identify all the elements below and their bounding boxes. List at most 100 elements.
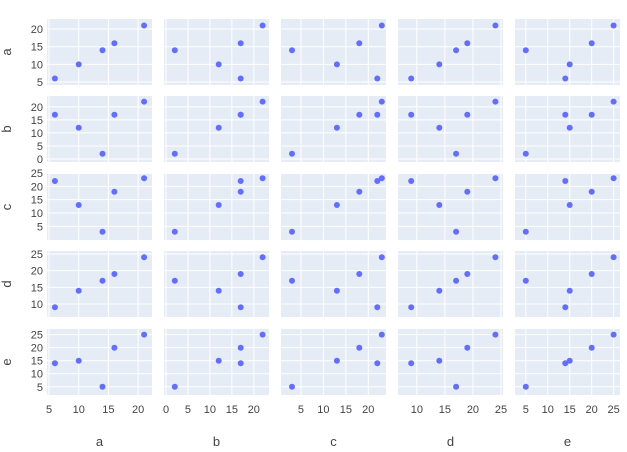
data-point <box>436 124 443 131</box>
y-tick-label: 20 <box>31 266 43 278</box>
panel-b-vs-a <box>47 96 152 162</box>
y-axis-title: b <box>0 125 14 132</box>
data-point <box>259 98 266 105</box>
y-tick-label: 25 <box>31 330 43 342</box>
x-tick-label: 25 <box>607 404 619 416</box>
panel-background <box>47 251 152 317</box>
y-tick-label: 25 <box>31 168 43 180</box>
x-tick-label: 0 <box>163 404 169 416</box>
y-tick-label: 20 <box>31 181 43 193</box>
data-point <box>610 254 617 261</box>
data-point <box>453 150 460 157</box>
data-point <box>464 40 471 47</box>
x-tick-label: 15 <box>564 404 576 416</box>
panel-c-vs-c <box>281 174 386 240</box>
data-point <box>111 188 118 195</box>
y-tick-label: 10 <box>31 128 43 140</box>
data-point <box>492 22 499 29</box>
panel-c-vs-b <box>164 174 269 240</box>
data-point <box>237 111 244 118</box>
panel-background <box>47 329 152 395</box>
data-point <box>562 178 569 184</box>
data-point <box>215 287 222 294</box>
data-point <box>141 254 148 261</box>
data-point <box>562 111 569 118</box>
x-tick-label: 5 <box>523 404 529 416</box>
y-tick-label: 25 <box>31 249 43 261</box>
x-tick-label: 20 <box>248 404 260 416</box>
data-point <box>588 271 595 277</box>
data-point <box>356 188 363 195</box>
data-point <box>99 228 106 235</box>
y-axis-title: a <box>0 48 14 56</box>
panel-background <box>398 174 503 240</box>
data-point <box>408 75 415 82</box>
data-point <box>566 357 573 364</box>
data-point <box>289 277 295 284</box>
y-tick-label: 5 <box>37 141 43 153</box>
y-tick-label: 5 <box>37 221 43 233</box>
data-point <box>436 61 443 68</box>
y-tick-label: 10 <box>31 59 43 71</box>
x-tick-label: 20 <box>362 404 374 416</box>
data-point <box>356 111 363 118</box>
y-tick-label: 10 <box>31 208 43 220</box>
x-axis-title: c <box>330 434 337 449</box>
panel-b-vs-d <box>398 96 503 162</box>
data-point <box>237 178 244 184</box>
x-axis-title: a <box>96 434 104 449</box>
y-tick-label: 20 <box>31 102 43 114</box>
y-tick-label: 15 <box>31 115 43 127</box>
data-point <box>378 331 385 338</box>
data-point <box>111 271 118 277</box>
y-axis-title: d <box>0 280 14 287</box>
x-tick-label: 20 <box>467 404 479 416</box>
data-point <box>51 360 58 367</box>
data-point <box>566 287 573 294</box>
data-point <box>237 304 244 311</box>
data-point <box>464 271 471 277</box>
y-tick-label: 10 <box>31 299 43 311</box>
data-point <box>51 304 58 311</box>
data-point <box>289 150 295 157</box>
data-point <box>436 357 443 364</box>
data-point <box>215 202 222 208</box>
data-point <box>237 75 244 82</box>
x-tick-label: 5 <box>185 404 191 416</box>
panel-c-vs-e <box>515 174 620 240</box>
y-tick-label: 5 <box>37 382 43 394</box>
data-point <box>171 150 178 157</box>
panel-background <box>281 329 386 395</box>
data-point <box>289 383 295 390</box>
panels-layer <box>47 19 620 395</box>
data-point <box>562 304 569 311</box>
panel-d-vs-b <box>164 251 269 317</box>
data-point <box>111 344 118 351</box>
x-tick-label: 10 <box>542 404 554 416</box>
x-tick-label: 10 <box>411 404 423 416</box>
data-point <box>566 61 573 68</box>
data-point <box>356 344 363 351</box>
data-point <box>237 188 244 195</box>
panel-background <box>398 329 503 395</box>
panel-a-vs-a <box>47 19 152 85</box>
data-point <box>610 331 617 338</box>
x-tick-label: 15 <box>340 404 352 416</box>
data-point <box>51 111 58 118</box>
data-point <box>408 304 415 311</box>
panel-c-vs-d <box>398 174 503 240</box>
data-point <box>562 75 569 82</box>
data-point <box>464 188 471 195</box>
panel-background <box>47 174 152 240</box>
x-tick-label: 20 <box>132 404 144 416</box>
data-point <box>289 47 295 54</box>
x-axis-title: b <box>213 434 220 449</box>
x-tick-label: 15 <box>439 404 451 416</box>
data-point <box>453 383 460 390</box>
x-tick-label: 10 <box>317 404 329 416</box>
data-point <box>522 383 529 390</box>
panel-a-vs-d <box>398 19 503 85</box>
data-point <box>333 124 340 131</box>
y-tick-label: 15 <box>31 282 43 294</box>
panel-background <box>398 251 503 317</box>
